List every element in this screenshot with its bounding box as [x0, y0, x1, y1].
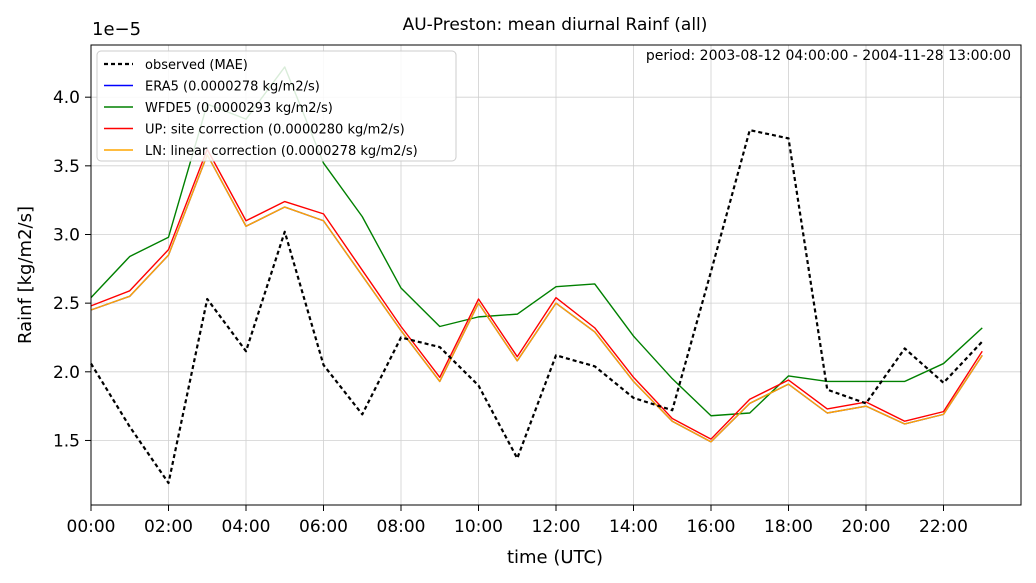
y-tick-label: 4.0 [53, 88, 80, 108]
x-tick-label: 14:00 [609, 517, 658, 537]
legend-label: observed (MAE) [145, 58, 248, 73]
x-tick-label: 08:00 [377, 517, 426, 537]
y-offset-label: 1e−5 [92, 19, 141, 40]
x-tick-label: 20:00 [842, 517, 891, 537]
y-tick-label: 2.0 [53, 363, 80, 383]
y-axis-label: Rainf [kg/m2/s] [15, 206, 36, 344]
x-tick-label: 00:00 [67, 517, 116, 537]
legend-label: ERA5 (0.0000278 kg/m2/s) [145, 80, 320, 95]
period-annotation: period: 2003-08-12 04:00:00 - 2004-11-28… [646, 48, 1011, 64]
y-tick-label: 1.5 [53, 431, 80, 451]
x-axis-label: time (UTC) [507, 547, 603, 568]
legend: observed (MAE) ERA5 (0.0000278 kg/m2/s) WF… [96, 50, 457, 162]
y-tick-label: 3.0 [53, 225, 80, 245]
legend-label: LN: linear correction (0.0000278 kg/m2/s… [145, 144, 418, 159]
x-axis: 00:00 02:00 04:00 06:00 08:00 10:00 12:00 14:00… [67, 505, 968, 537]
y-axis: 1.5 2.0 2.5 3.0 3.5 4.0 [53, 88, 91, 451]
x-tick-label: 12:00 [532, 517, 581, 537]
x-tick-label: 02:00 [144, 517, 193, 537]
x-tick-label: 18:00 [764, 517, 813, 537]
chart-title: AU-Preston: mean diurnal Rainf (all) [403, 15, 708, 35]
series-line-3 [90, 148, 983, 440]
y-tick-label: 3.5 [53, 157, 80, 177]
x-tick-label: 22:00 [919, 517, 968, 537]
x-tick-label: 10:00 [454, 517, 503, 537]
x-tick-label: 04:00 [222, 517, 271, 537]
x-tick-label: 16:00 [687, 517, 736, 537]
series-group [90, 66, 984, 485]
legend-label: UP: site correction (0.0000280 kg/m2/s) [145, 123, 405, 138]
legend-box [96, 50, 457, 162]
x-tick-label: 06:00 [299, 517, 348, 537]
legend-label: WFDE5 (0.0000293 kg/m2/s) [145, 101, 333, 116]
y-tick-label: 2.5 [53, 294, 80, 314]
series-line-4 [90, 154, 983, 443]
